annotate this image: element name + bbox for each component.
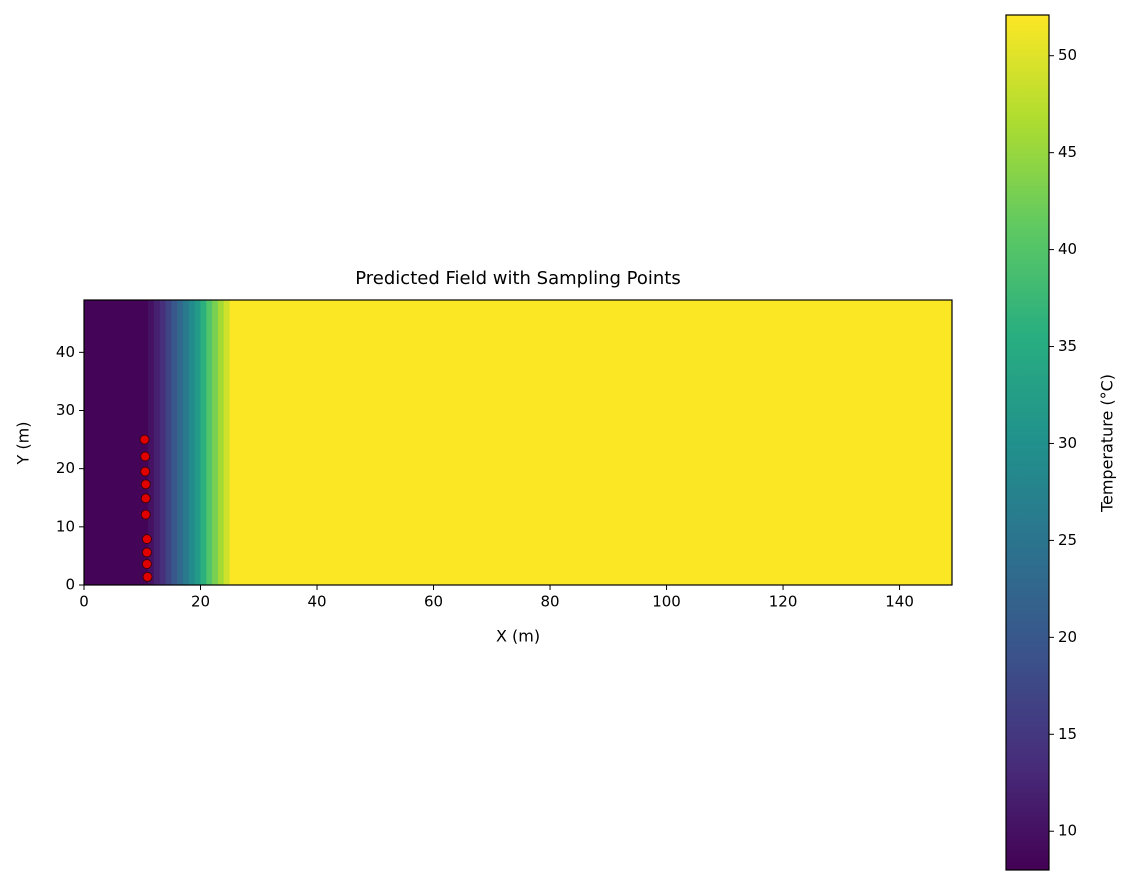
colorbar-tick-label: 15: [1058, 725, 1077, 743]
y-tick-label: 40: [56, 343, 75, 361]
sampling-point: [142, 571, 153, 582]
colorbar-tick-label: 45: [1058, 143, 1077, 161]
sampling-point: [140, 509, 151, 520]
heatmap-cell: [177, 300, 184, 585]
heatmap-cell: [159, 300, 167, 585]
sampling-point: [140, 466, 151, 477]
heatmap-cell: [148, 300, 155, 585]
sampling-point: [140, 493, 151, 504]
y-tick-label: 10: [56, 517, 75, 535]
x-tick-label: 100: [652, 593, 681, 611]
heatmap-cell: [165, 300, 172, 585]
x-axis-label: X (m): [496, 627, 540, 646]
x-tick-label: 20: [191, 593, 210, 611]
sampling-point: [142, 559, 152, 569]
colorbar-tick-label: 30: [1058, 434, 1077, 452]
colorbar-tick-label: 40: [1058, 240, 1077, 258]
colorbar: [1005, 14, 1050, 871]
colorbar-tick-label: 50: [1058, 46, 1077, 64]
heatmap-cell: [188, 300, 196, 585]
y-axis-label: Y (m): [14, 422, 33, 466]
colorbar-tick-label: 10: [1058, 822, 1077, 840]
heatmap-cell: [194, 300, 202, 585]
x-tick-label: 60: [424, 593, 443, 611]
y-tick-label: 30: [56, 401, 75, 419]
heatmap-cell: [171, 300, 178, 585]
x-tick-label: 80: [540, 593, 559, 611]
y-tick-label: 20: [56, 459, 75, 477]
x-tick-label: 140: [885, 593, 914, 611]
heatmap-cell: [153, 300, 161, 585]
x-tick-label: 40: [307, 593, 326, 611]
colorbar-tick-label: 20: [1058, 628, 1077, 646]
heatmap-cell: [206, 300, 213, 585]
heatmap-cell: [223, 300, 231, 585]
sampling-point: [139, 434, 150, 445]
heatmap-cell: [183, 300, 190, 585]
heatmap-cell: [212, 300, 219, 585]
heatmap-cell: [200, 300, 207, 585]
x-tick-label: 0: [79, 593, 89, 611]
colorbar-label: Temperature (°C): [1098, 374, 1117, 513]
plot-frame: [83, 299, 953, 586]
sampling-point: [142, 534, 152, 544]
sampling-point: [142, 547, 152, 558]
chart-title: Predicted Field with Sampling Points: [355, 268, 680, 289]
heatmap-cell: [229, 300, 953, 585]
x-tick-label: 120: [769, 593, 798, 611]
colorbar-tick-label: 25: [1058, 531, 1077, 549]
sampling-point: [140, 479, 151, 490]
heatmap-cell: [217, 300, 225, 585]
sampling-point: [140, 451, 151, 462]
colorbar-tick-label: 35: [1058, 337, 1077, 355]
heatmap-cell: [84, 300, 149, 585]
y-tick-label: 0: [65, 576, 75, 594]
